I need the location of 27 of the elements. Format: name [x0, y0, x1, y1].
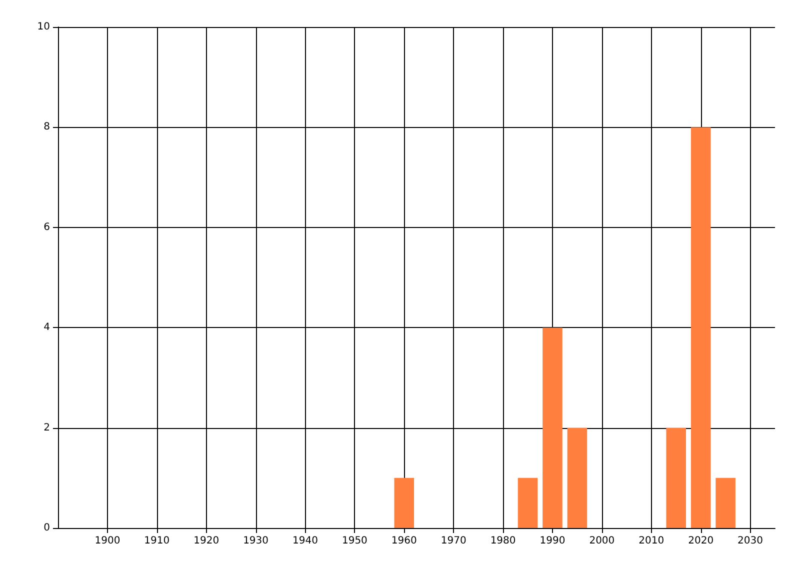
- bar: [394, 478, 414, 528]
- x-tick-label: 1940: [292, 536, 318, 546]
- y-tick-label: 4: [44, 322, 50, 334]
- x-tick-label: 2020: [688, 536, 714, 546]
- x-tick-label: 1960: [391, 536, 417, 546]
- x-tick-label: 1950: [342, 536, 368, 546]
- y-tick-label: 10: [37, 22, 50, 32]
- x-tick-label: 1900: [94, 536, 120, 546]
- x-tick-label: 1970: [440, 536, 466, 546]
- bar: [716, 478, 736, 528]
- x-tick-label: 2010: [638, 536, 664, 546]
- x-tick-label: 1980: [490, 536, 516, 546]
- bar: [567, 428, 588, 528]
- x-tick-label: 1910: [144, 536, 170, 546]
- y-tick-label: 0: [44, 522, 50, 534]
- bar: [542, 328, 562, 528]
- x-tick-label: 2030: [738, 536, 763, 546]
- y-tick-label: 6: [44, 222, 50, 233]
- x-tick-label: 1920: [194, 536, 220, 546]
- bar: [666, 428, 686, 528]
- bar: [518, 478, 538, 528]
- x-tick-label: 1930: [243, 536, 269, 546]
- bar: [690, 127, 711, 528]
- y-tick-label: 8: [44, 122, 50, 133]
- y-tick-label: 2: [44, 422, 50, 434]
- x-tick-label: 1990: [540, 536, 566, 546]
- x-tick-label: 2000: [589, 536, 615, 546]
